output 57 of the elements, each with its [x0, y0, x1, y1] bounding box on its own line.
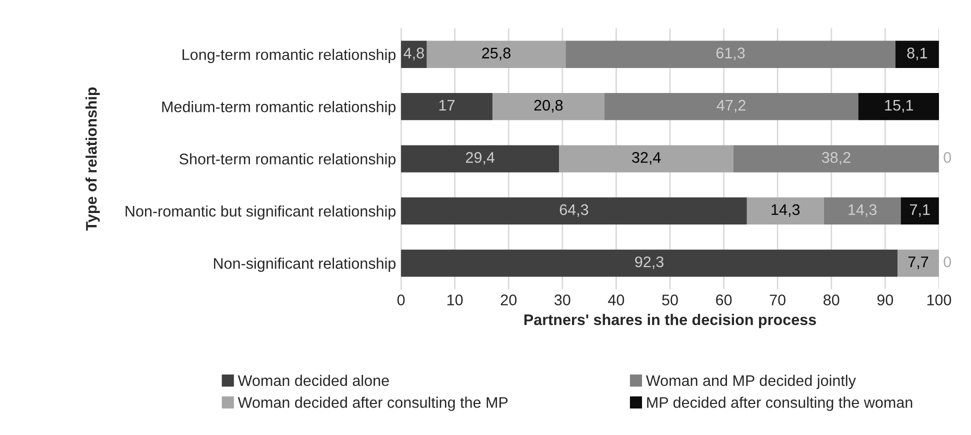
legend-label: Woman decided after consulting the MP	[238, 396, 508, 411]
data-label: 47,2	[716, 100, 746, 112]
data-label: 15,1	[885, 100, 914, 112]
bar	[401, 145, 560, 172]
data-label: 64,3	[560, 204, 588, 217]
legend-label: MP decided after consulting the woman	[647, 396, 912, 411]
data-label: 38,2	[822, 152, 850, 165]
bar	[858, 93, 939, 120]
data-label: 20,8	[534, 100, 563, 112]
y-tick-label: Medium-term romantic relationship	[162, 101, 396, 116]
x-tick-label: 30	[554, 294, 570, 306]
x-tick-label: 0	[397, 294, 405, 306]
bar	[559, 145, 734, 172]
y-axis-title: Type of relationship	[86, 87, 100, 231]
y-tick-label: Long-term romantic relationship	[182, 48, 396, 64]
bar	[492, 93, 604, 120]
x-tick-label: 70	[770, 294, 786, 306]
x-tick-label: 80	[824, 294, 840, 306]
x-tick-label: 100	[927, 294, 952, 306]
data-label: 14,3	[772, 204, 800, 217]
legend-label: Woman and MP decided jointly	[646, 374, 856, 390]
data-label: 0	[944, 256, 952, 268]
data-label: 0	[944, 152, 952, 163]
x-tick-label: 40	[608, 294, 624, 306]
data-label: 29,4	[466, 152, 495, 165]
bar	[746, 197, 824, 225]
x-axis-title: Partners' shares in the decision process	[524, 314, 816, 328]
data-label: 7,7	[908, 256, 928, 270]
x-tick-label: 60	[716, 294, 732, 306]
data-label: 17	[439, 100, 454, 111]
bar	[824, 197, 901, 225]
y-tick-label: Non-significant relationship	[214, 258, 396, 272]
data-label: 7,1	[910, 204, 930, 217]
data-label: 92,3	[635, 256, 664, 270]
x-tick-label: 10	[447, 294, 463, 306]
data-label: 32,4	[632, 152, 661, 165]
data-label: 25,8	[482, 48, 510, 60]
bar	[895, 40, 939, 68]
y-tick-label: Non-romantic but significant relationship	[126, 205, 396, 220]
bar	[566, 40, 896, 68]
x-tick-label: 90	[877, 294, 894, 306]
x-tick-label: 20	[500, 294, 517, 306]
data-label: 8,1	[907, 48, 928, 60]
data-label: 4,8	[404, 48, 424, 60]
bar	[898, 250, 939, 277]
y-tick-label: Short-term romantic relationship	[180, 153, 396, 168]
bar	[900, 197, 939, 225]
data-label: 14,3	[848, 204, 876, 217]
legend-label: Woman decided alone	[238, 374, 389, 386]
data-label: 61,3	[716, 48, 745, 60]
bar	[401, 250, 898, 277]
bar	[604, 93, 858, 120]
bar	[733, 145, 939, 172]
bar	[401, 197, 747, 225]
bar	[426, 40, 566, 68]
x-tick-label: 50	[662, 294, 678, 306]
bar	[401, 93, 492, 120]
